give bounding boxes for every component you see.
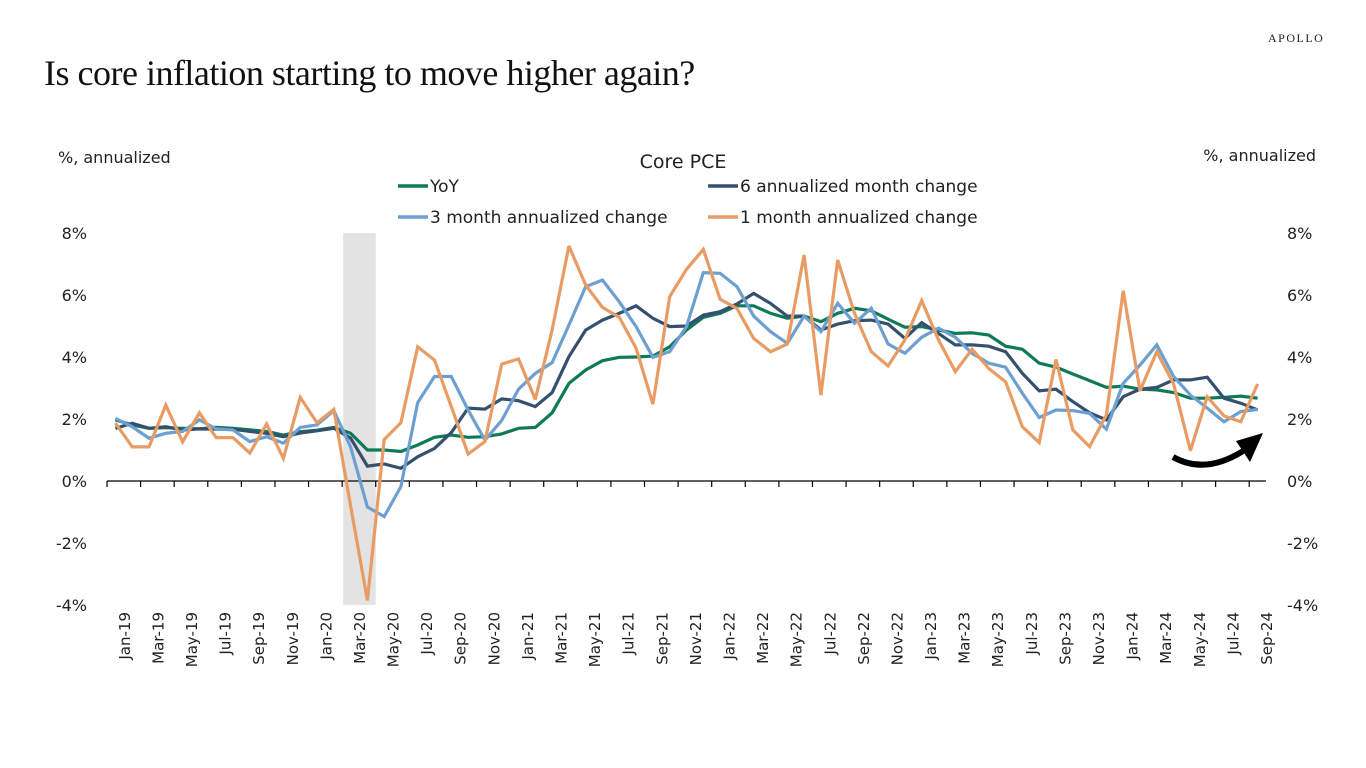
x-tick-label: Jul-24 <box>1224 612 1242 656</box>
x-tick-label: Jul-23 <box>1023 612 1041 656</box>
x-tick-label: Mar-24 <box>1157 612 1175 664</box>
chart-title: Core PCE <box>640 151 727 173</box>
page-title: Is core inflation starting to move highe… <box>44 53 695 93</box>
y-tick-label-right: 6% <box>1287 286 1312 305</box>
x-tick-label: Sep-22 <box>855 612 873 665</box>
x-tick-label: Jul-21 <box>620 612 638 656</box>
x-tick-label: May-22 <box>788 612 806 667</box>
x-tick-label: Sep-23 <box>1056 612 1074 665</box>
series-lines <box>114 245 1260 601</box>
x-tick-label: Jul-19 <box>217 612 235 656</box>
x-tick-label: Sep-20 <box>452 612 470 665</box>
x-tick-label: Nov-20 <box>485 612 503 665</box>
x-tick-label: Jul-22 <box>821 612 839 656</box>
x-tick-label: May-19 <box>183 612 201 667</box>
recession-shade-rect <box>343 233 376 605</box>
y-tick-label-left: -4% <box>56 596 87 615</box>
y-axis-left: 8% 6% 4% 2% 0% -2% -4% <box>56 224 87 615</box>
y-tick-label-right: 2% <box>1287 410 1312 429</box>
recession-shading <box>343 233 376 605</box>
legend-label: 6 annualized month change <box>740 177 978 197</box>
series-line-3-month-annualized-change <box>114 271 1258 519</box>
left-axis-unit-label: %, annualized <box>58 148 171 167</box>
x-tick-label: May-20 <box>385 612 403 667</box>
x-tick-label: Jan-22 <box>720 612 738 661</box>
x-tick-label: Nov-22 <box>888 612 906 665</box>
x-axis: Jan-19 Mar-19 May-19 Jul-19 Sep-19 Nov-19 Jan-… <box>106 480 1276 667</box>
x-tick-label: Nov-23 <box>1090 612 1108 665</box>
x-tick-label: Jan-21 <box>519 612 537 661</box>
x-tick-label: Mar-22 <box>754 612 772 664</box>
y-axis-right: 8% 6% 4% 2% 0% -2% -4% <box>1287 224 1318 615</box>
right-axis-unit-label: %, annualized <box>1203 146 1316 165</box>
y-tick-label-left: 8% <box>62 224 87 243</box>
x-tick-label: Jul-20 <box>418 612 436 656</box>
x-tick-label: May-24 <box>1191 612 1209 667</box>
y-tick-label-left: 0% <box>62 472 87 491</box>
legend-label: 1 month annualized change <box>740 208 978 228</box>
y-tick-label-right: 4% <box>1287 348 1312 367</box>
x-tick-label: May-21 <box>586 612 604 667</box>
y-tick-label-left: 6% <box>62 286 87 305</box>
x-tick-label: Jan-19 <box>116 612 134 661</box>
x-tick-label: Sep-21 <box>653 612 671 665</box>
x-tick-label: Jan-23 <box>922 612 940 661</box>
x-tick-label: Jan-24 <box>1124 612 1142 661</box>
x-tick-label: May-23 <box>989 612 1007 667</box>
x-tick-label: Nov-19 <box>284 612 302 665</box>
series-line-1-month-annualized-change <box>114 245 1260 601</box>
x-tick-label: Jan-20 <box>317 612 335 661</box>
y-tick-label-right: 8% <box>1287 224 1312 243</box>
x-tick-label: Mar-19 <box>149 612 167 664</box>
trend-arrow <box>1171 433 1263 468</box>
x-tick-label: Mar-20 <box>351 612 369 664</box>
trend-arrow-shaft <box>1171 448 1245 468</box>
brand-logo: APOLLO <box>1268 31 1325 45</box>
y-tick-label-right: -4% <box>1287 596 1318 615</box>
y-tick-label-right: 0% <box>1287 472 1312 491</box>
y-tick-label-left: -2% <box>56 534 87 553</box>
x-tick-label: Sep-24 <box>1258 612 1276 665</box>
legend-label: YoY <box>429 177 460 197</box>
x-tick-label: Mar-23 <box>956 612 974 664</box>
x-tick-label: Sep-19 <box>250 612 268 665</box>
x-tick-label: Nov-21 <box>687 612 705 665</box>
y-tick-label-right: -2% <box>1287 534 1318 553</box>
legend-label: 3 month annualized change <box>430 208 668 228</box>
legend: YoY 6 annualized month change 3 month annu… <box>398 177 978 228</box>
x-tick-label: Mar-21 <box>553 612 571 664</box>
trend-arrow-head <box>1236 433 1263 462</box>
y-tick-label-left: 2% <box>62 410 87 429</box>
y-tick-label-left: 4% <box>62 348 87 367</box>
